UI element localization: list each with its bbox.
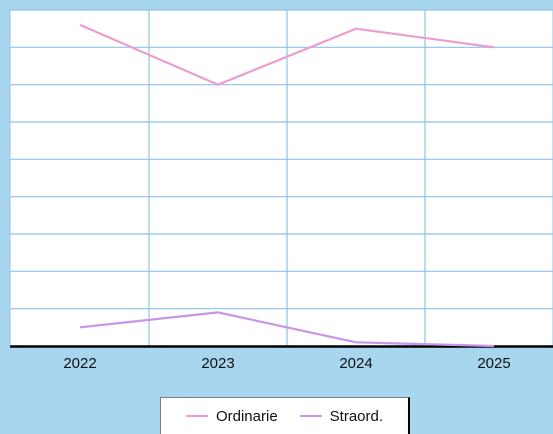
x-tick-label: 2022	[63, 355, 96, 372]
x-tick-labels: 2022 2023 2024 2025	[63, 355, 510, 372]
horizontal-gridlines	[10, 9, 553, 310]
legend-item-straord: Straord.	[299, 407, 384, 425]
plot-area	[9, 9, 553, 347]
legend-item-ordinarie: Ordinarie	[185, 407, 278, 425]
x-tick-label: 2024	[339, 355, 372, 372]
legend-swatch-straord	[299, 415, 322, 417]
vertical-gridlines	[148, 10, 426, 346]
series-lines	[79, 23, 495, 348]
series-line-straord	[79, 311, 495, 348]
legend: Ordinarie Straord.	[160, 397, 410, 434]
x-tick-label: 2023	[201, 355, 234, 372]
x-tick-label: 2025	[477, 355, 510, 372]
legend-swatch-ordinarie	[185, 415, 208, 417]
series-line-ordinarie	[79, 23, 495, 86]
legend-label-ordinarie: Ordinarie	[215, 407, 278, 425]
legend-label-straord: Straord.	[329, 407, 384, 425]
